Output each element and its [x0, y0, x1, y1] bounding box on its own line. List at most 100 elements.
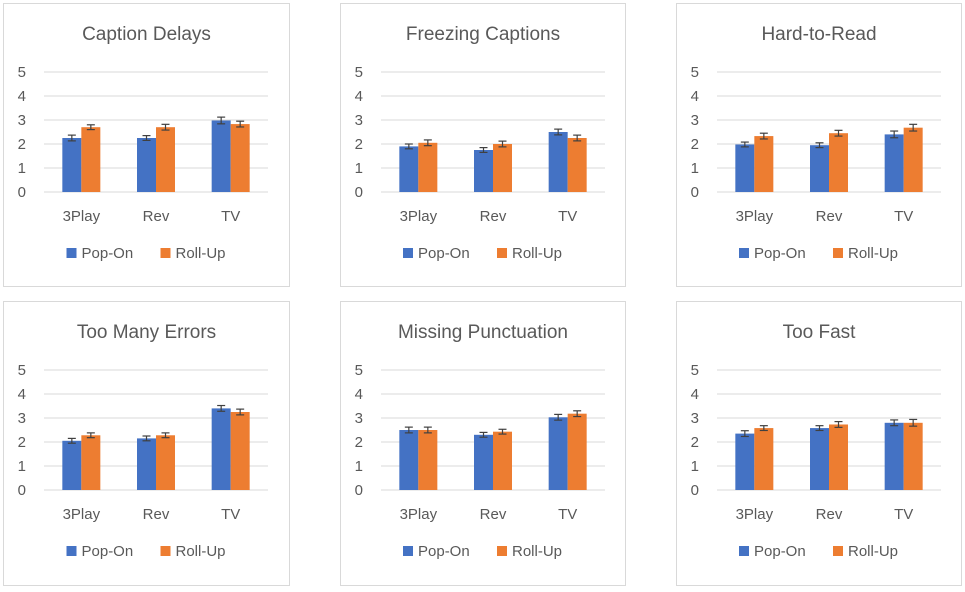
legend-label: Pop-On — [418, 543, 470, 560]
legend-label: Roll-Up — [176, 245, 226, 262]
legend-swatch — [833, 248, 843, 258]
x-tick-label: TV — [558, 208, 577, 225]
legend-label: Roll-Up — [848, 245, 898, 262]
bar-chart: Too Many Errors 0 1 2 3 4 5 3Play Rev TV Pop-On Rol… — [18, 322, 268, 560]
x-tick-label: 3Play — [400, 208, 438, 225]
bar-roll-up — [230, 124, 250, 192]
bar-roll-up — [567, 138, 587, 192]
bar-roll-up — [493, 431, 512, 490]
legend-swatch — [497, 248, 507, 258]
bar-pop-on — [884, 422, 904, 490]
chart-panel: Too Fast 0 1 2 3 4 5 3Play Rev TV Pop-On Roll-Up — [676, 301, 962, 586]
bar-roll-up — [418, 430, 438, 490]
legend-label: Pop-On — [418, 245, 470, 262]
bar-pop-on — [548, 132, 568, 192]
bar-chart: Missing Punctuation 0 1 2 3 4 5 3Play Rev TV Pop-O… — [355, 322, 605, 560]
y-tick-label: 5 — [691, 362, 699, 379]
bar-pop-on — [474, 434, 493, 490]
x-tick-label: 3Play — [736, 506, 774, 523]
x-tick-label: 3Play — [63, 208, 101, 225]
y-tick-label: 2 — [355, 136, 363, 153]
bar-roll-up — [829, 424, 848, 490]
legend-label: Roll-Up — [512, 245, 562, 262]
x-tick-label: Rev — [480, 208, 507, 225]
chart-title: Missing Punctuation — [398, 322, 568, 343]
legend-swatch — [66, 546, 77, 556]
chart-panel: Missing Punctuation 0 1 2 3 4 5 3Play Rev TV Pop-O… — [340, 301, 626, 586]
x-tick-label: TV — [221, 506, 240, 523]
bar-chart: Hard-to-Read 0 1 2 3 4 5 3Play Rev TV Pop-On Roll-U… — [691, 24, 941, 262]
chart-title: Too Fast — [783, 322, 857, 343]
legend-swatch — [739, 248, 749, 258]
x-tick-label: Rev — [143, 208, 170, 225]
bar-roll-up — [156, 435, 175, 490]
y-tick-label: 3 — [18, 410, 26, 427]
y-tick-label: 3 — [18, 112, 26, 129]
y-tick-label: 3 — [691, 410, 699, 427]
legend-swatch — [66, 248, 77, 258]
y-tick-label: 2 — [691, 136, 699, 153]
y-tick-label: 1 — [691, 160, 699, 177]
y-tick-label: 2 — [691, 434, 699, 451]
bar-roll-up — [418, 142, 438, 192]
x-tick-label: Rev — [480, 506, 507, 523]
y-tick-label: 5 — [355, 64, 363, 81]
y-tick-label: 4 — [18, 88, 26, 105]
legend-swatch — [403, 546, 413, 556]
bar-pop-on — [735, 433, 755, 490]
y-tick-label: 4 — [355, 386, 363, 403]
y-tick-label: 0 — [355, 482, 363, 499]
bar-pop-on — [137, 438, 156, 490]
legend-label: Pop-On — [82, 245, 134, 262]
legend-label: Roll-Up — [176, 543, 226, 560]
legend-swatch — [497, 546, 507, 556]
y-tick-label: 4 — [355, 88, 363, 105]
bar-pop-on — [548, 417, 568, 490]
y-tick-label: 2 — [18, 136, 26, 153]
x-tick-label: TV — [558, 506, 577, 523]
bar-pop-on — [62, 440, 82, 490]
chart-panel: Too Many Errors 0 1 2 3 4 5 3Play Rev TV Pop-On Rol… — [3, 301, 290, 586]
y-tick-label: 1 — [355, 160, 363, 177]
y-tick-label: 5 — [355, 362, 363, 379]
bar-pop-on — [735, 144, 755, 192]
legend-swatch — [403, 248, 413, 258]
x-tick-label: 3Play — [400, 506, 438, 523]
chart-panel: Hard-to-Read 0 1 2 3 4 5 3Play Rev TV Pop-On Roll-U… — [676, 3, 962, 287]
y-tick-label: 2 — [355, 434, 363, 451]
bar-roll-up — [754, 428, 774, 490]
y-tick-label: 0 — [691, 482, 699, 499]
chart-panel: Freezing Captions 0 1 2 3 4 5 3Play Rev TV Pop-On R… — [340, 3, 626, 287]
legend-swatch — [160, 248, 171, 258]
y-tick-label: 0 — [355, 184, 363, 201]
y-tick-label: 1 — [691, 458, 699, 475]
legend-label: Roll-Up — [512, 543, 562, 560]
y-tick-label: 5 — [18, 362, 26, 379]
bar-pop-on — [211, 120, 231, 192]
y-tick-label: 1 — [18, 458, 26, 475]
bar-roll-up — [903, 422, 923, 490]
x-tick-label: Rev — [816, 506, 843, 523]
chart-title: Caption Delays — [82, 24, 211, 45]
bar-chart: Freezing Captions 0 1 2 3 4 5 3Play Rev TV Pop-On R… — [355, 24, 605, 262]
chart-title: Hard-to-Read — [761, 24, 876, 45]
y-tick-label: 3 — [691, 112, 699, 129]
bar-pop-on — [137, 138, 156, 192]
chart-panel: Caption Delays 0 1 2 3 4 5 3Play Rev TV Pop-On Roll… — [3, 3, 290, 287]
bar-pop-on — [399, 430, 419, 490]
y-tick-label: 4 — [691, 88, 699, 105]
y-tick-label: 4 — [691, 386, 699, 403]
x-tick-label: TV — [894, 208, 913, 225]
y-tick-label: 3 — [355, 410, 363, 427]
bar-roll-up — [81, 435, 101, 490]
legend-swatch — [833, 546, 843, 556]
bar-pop-on — [211, 408, 231, 490]
legend-label: Pop-On — [754, 543, 806, 560]
bar-pop-on — [884, 134, 904, 192]
bar-roll-up — [230, 412, 250, 490]
bar-roll-up — [81, 127, 101, 192]
x-tick-label: Rev — [143, 506, 170, 523]
bar-pop-on — [62, 138, 82, 192]
bar-roll-up — [156, 127, 175, 192]
